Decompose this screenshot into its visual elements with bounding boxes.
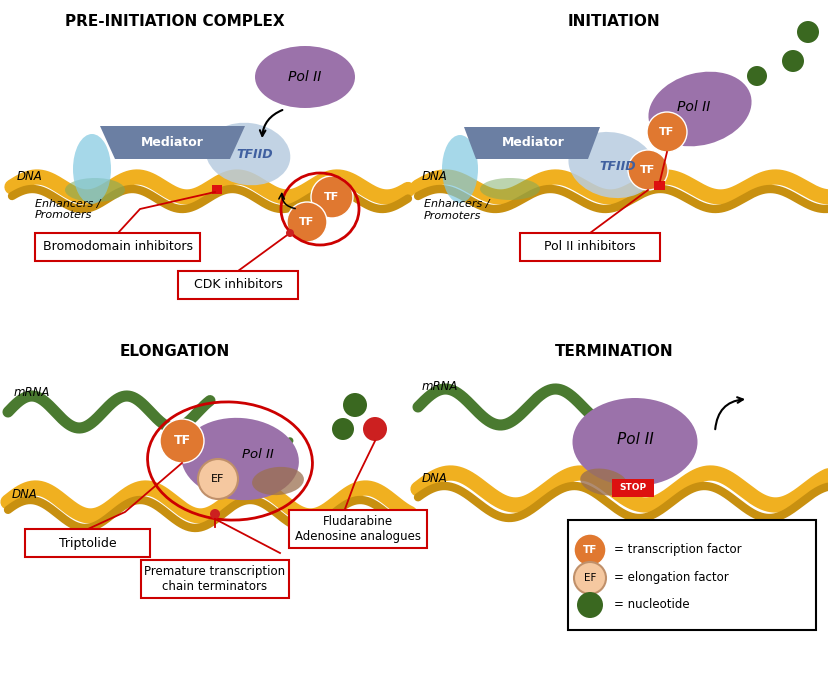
Ellipse shape — [650, 127, 681, 147]
Text: Pol II inhibitors: Pol II inhibitors — [543, 240, 635, 253]
Text: mRNA: mRNA — [14, 385, 51, 399]
Circle shape — [573, 562, 605, 594]
Text: Pol II: Pol II — [676, 100, 710, 114]
Ellipse shape — [181, 418, 299, 500]
Text: ELONGATION: ELONGATION — [120, 345, 230, 359]
Text: TF: TF — [299, 217, 315, 227]
Text: Mediator: Mediator — [141, 135, 203, 148]
Bar — [212, 185, 222, 194]
Text: TF: TF — [582, 545, 596, 555]
Bar — [653, 181, 664, 190]
Text: TERMINATION: TERMINATION — [554, 345, 672, 359]
FancyBboxPatch shape — [141, 560, 289, 598]
Text: Promoters: Promoters — [423, 211, 481, 221]
Text: = transcription factor: = transcription factor — [614, 544, 741, 556]
Circle shape — [286, 202, 326, 242]
Text: Pol II: Pol II — [288, 70, 321, 84]
Text: = nucleotide: = nucleotide — [614, 598, 689, 611]
FancyBboxPatch shape — [289, 510, 426, 548]
Circle shape — [363, 417, 387, 441]
Circle shape — [796, 21, 818, 43]
Text: Pol II: Pol II — [616, 431, 652, 447]
Ellipse shape — [255, 46, 354, 108]
Text: INITIATION: INITIATION — [567, 14, 660, 30]
Text: STOP: STOP — [619, 483, 646, 492]
Circle shape — [576, 592, 602, 618]
Text: mRNA: mRNA — [421, 380, 458, 393]
Text: Enhancers /: Enhancers / — [423, 199, 489, 209]
FancyBboxPatch shape — [26, 529, 151, 557]
Text: Triptolide: Triptolide — [59, 536, 117, 550]
Text: EF: EF — [583, 573, 595, 583]
Circle shape — [343, 393, 367, 417]
Text: DNA: DNA — [17, 171, 43, 183]
Ellipse shape — [479, 178, 539, 200]
Text: Mediator: Mediator — [501, 137, 564, 150]
FancyBboxPatch shape — [567, 520, 815, 630]
Text: Promoters: Promoters — [35, 210, 92, 220]
Text: DNA: DNA — [421, 473, 447, 485]
Bar — [611, 479, 653, 497]
Text: TF: TF — [639, 165, 655, 175]
FancyBboxPatch shape — [178, 271, 297, 299]
Text: TF: TF — [324, 192, 339, 202]
Circle shape — [781, 50, 803, 72]
Ellipse shape — [441, 135, 478, 203]
Text: Pol II: Pol II — [242, 448, 273, 462]
Text: Fludarabine
Adenosine analogues: Fludarabine Adenosine analogues — [295, 515, 421, 543]
Circle shape — [646, 112, 686, 152]
Text: DNA: DNA — [12, 487, 38, 500]
Polygon shape — [464, 127, 599, 159]
Text: TFIID: TFIID — [237, 148, 273, 160]
FancyBboxPatch shape — [36, 233, 200, 261]
Text: TF: TF — [173, 435, 190, 447]
Text: Enhancers /: Enhancers / — [35, 199, 100, 209]
Text: Bromodomain inhibitors: Bromodomain inhibitors — [43, 240, 193, 253]
Circle shape — [628, 150, 667, 190]
Circle shape — [310, 176, 353, 218]
Circle shape — [331, 418, 354, 440]
Ellipse shape — [647, 72, 751, 146]
Text: PRE-INITIATION COMPLEX: PRE-INITIATION COMPLEX — [65, 14, 285, 30]
Text: Premature transcription
chain terminators: Premature transcription chain terminator… — [144, 565, 285, 593]
Circle shape — [209, 509, 219, 519]
Text: DNA: DNA — [421, 171, 447, 183]
Text: TF: TF — [658, 127, 674, 137]
Ellipse shape — [580, 468, 627, 496]
Text: = elongation factor: = elongation factor — [614, 571, 728, 584]
Ellipse shape — [65, 178, 125, 202]
Circle shape — [573, 534, 605, 566]
Ellipse shape — [205, 123, 290, 185]
Text: TFIID: TFIID — [599, 160, 636, 173]
Polygon shape — [100, 126, 245, 159]
Circle shape — [746, 66, 766, 86]
FancyBboxPatch shape — [519, 233, 659, 261]
Ellipse shape — [568, 132, 655, 198]
Ellipse shape — [73, 134, 111, 204]
Text: EF: EF — [211, 474, 224, 484]
Circle shape — [286, 229, 294, 237]
Ellipse shape — [252, 467, 304, 495]
Ellipse shape — [572, 398, 696, 486]
Text: CDK inhibitors: CDK inhibitors — [194, 278, 282, 292]
Circle shape — [198, 459, 238, 499]
Circle shape — [160, 419, 204, 463]
